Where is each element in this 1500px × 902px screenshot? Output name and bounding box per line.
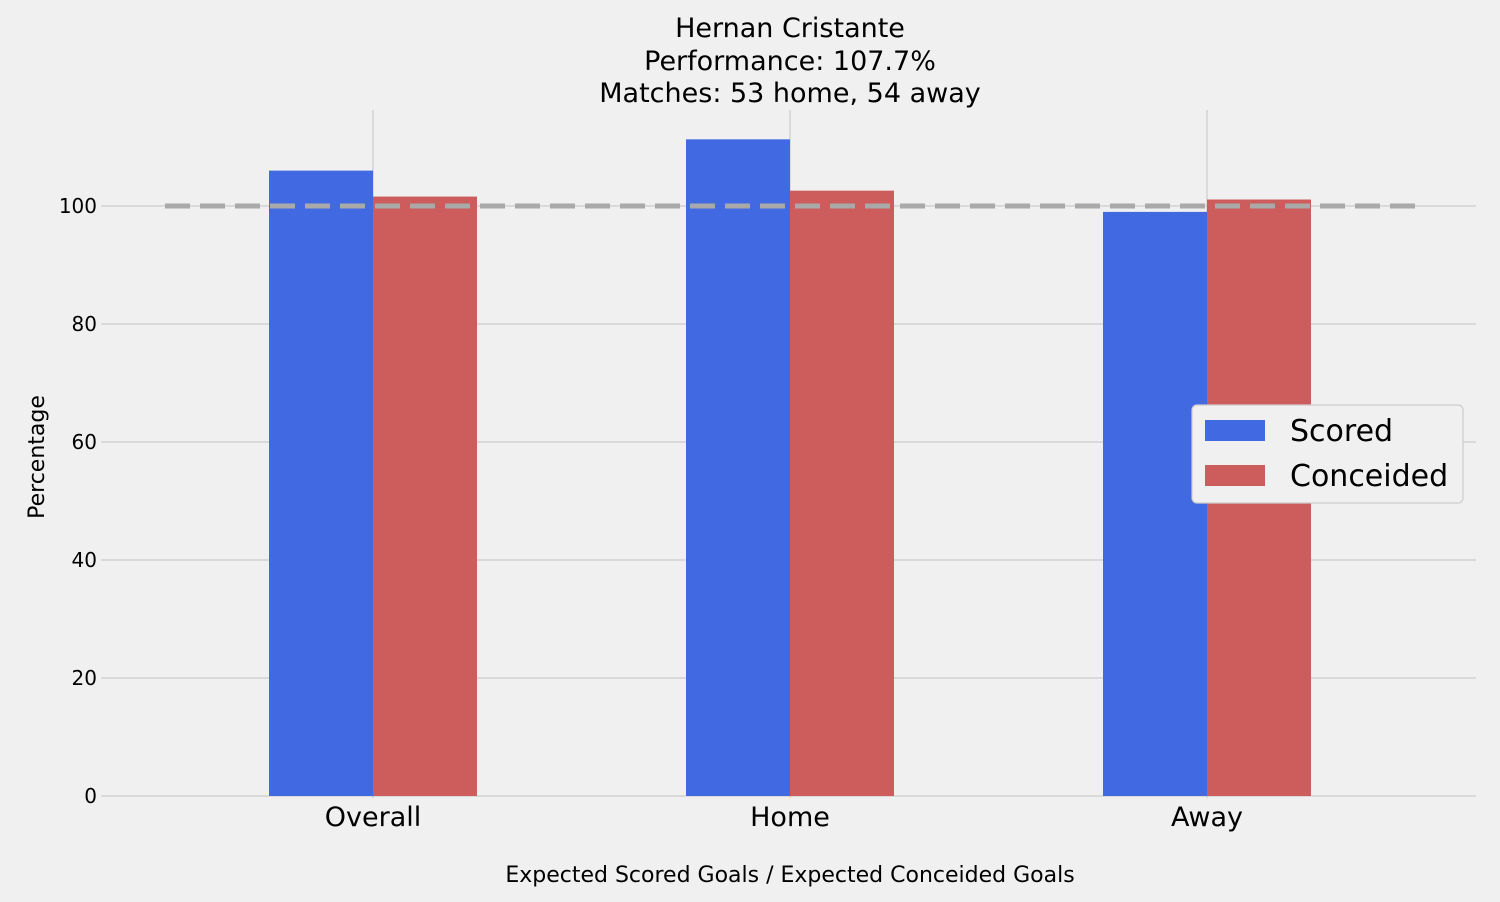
chart-subtitle-performance: Performance: 107.7%	[644, 46, 936, 77]
y-axis-label: Percentage	[25, 395, 50, 519]
chart-subtitle-matches: Matches: 53 home, 54 away	[599, 78, 981, 109]
y-tick-label: 100	[59, 194, 97, 218]
bar-scored-overall	[269, 170, 373, 797]
y-tick-label: 40	[72, 548, 97, 572]
bar-scored-home	[686, 139, 790, 796]
chart-title: Hernan Cristante Performance: 107.7% Mat…	[599, 13, 981, 109]
x-tick-label-home: Home	[750, 802, 830, 833]
y-tick-label: 20	[72, 666, 97, 690]
legend-swatch-scored	[1205, 420, 1265, 441]
y-tick-label: 0	[84, 784, 97, 808]
bar-conceided-overall	[373, 196, 477, 796]
y-tick-label: 60	[72, 430, 97, 454]
x-axis-ticks: Overall Home Away	[325, 802, 1243, 833]
bar-conceided-home	[790, 190, 894, 796]
y-axis-ticks: 0 20 40 60 80 100	[59, 194, 97, 808]
legend-label-conceided: Conceided	[1290, 459, 1448, 494]
chart-title-line: Hernan Cristante	[675, 13, 905, 44]
legend-swatch-conceided	[1205, 465, 1265, 486]
bars	[269, 139, 1311, 797]
x-tick-label-away: Away	[1171, 802, 1243, 833]
x-tick-label-overall: Overall	[325, 802, 422, 833]
legend: Scored Conceided	[1191, 404, 1464, 504]
y-tick-label: 80	[72, 312, 97, 336]
x-axis-label: Expected Scored Goals / Expected Conceid…	[505, 863, 1074, 888]
legend-label-scored: Scored	[1290, 414, 1393, 449]
bar-scored-away	[1103, 211, 1207, 796]
